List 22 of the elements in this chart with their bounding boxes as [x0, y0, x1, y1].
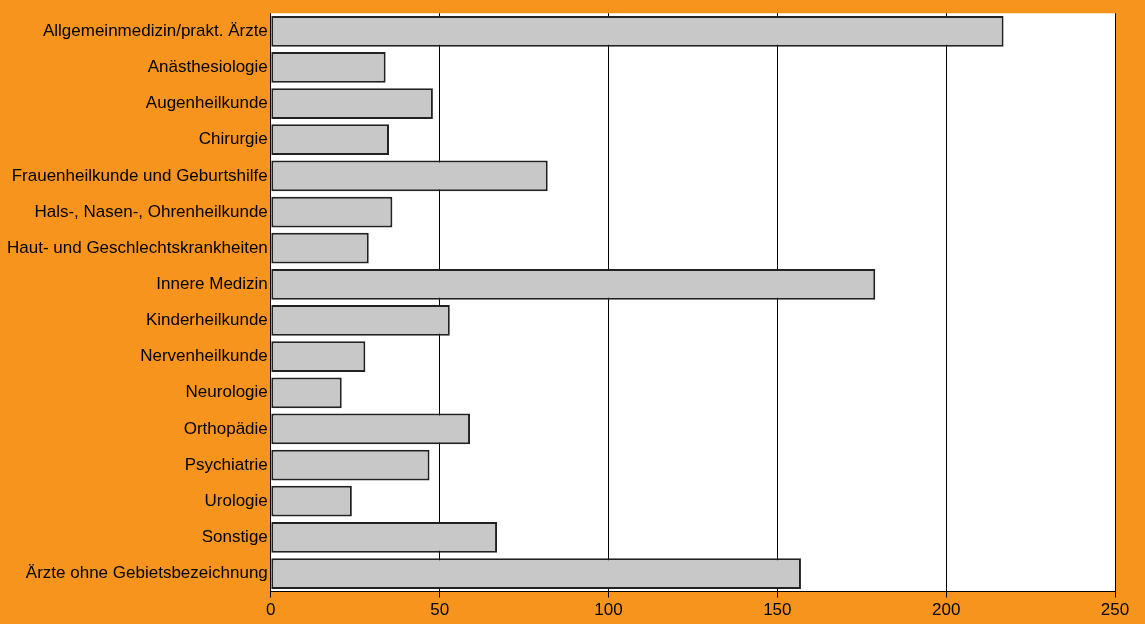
x-tick-label: 50 — [430, 600, 450, 620]
y-tick-label: Chirurgie — [198, 129, 268, 149]
y-tick-label: Frauenheilkunde und Geburtshilfe — [11, 165, 268, 185]
y-tick-label: Urologie — [204, 490, 268, 510]
x-tick-label: 250 — [1100, 600, 1130, 620]
x-tick-label: 200 — [931, 600, 961, 620]
x-tick-label: 0 — [266, 600, 276, 620]
y-tick-label: Orthopädie — [183, 418, 268, 438]
y-tick-label: Hals-, Nasen-, Ohrenheilkunde — [34, 201, 268, 221]
y-tick-label: Sonstige — [201, 527, 268, 547]
y-tick-label: Ärzte ohne Gebietsbezeichnung — [25, 563, 268, 583]
y-tick-label: Haut- und Geschlechtskrankheiten — [7, 237, 268, 257]
y-tick-label: Anästhesiologie — [147, 57, 268, 77]
y-tick-label: Nervenheilkunde — [140, 346, 268, 366]
y-tick-label: Augenheilkunde — [145, 93, 268, 113]
y-tick-label: Innere Medizin — [156, 274, 268, 294]
y-tick-label: Allgemeinmedizin/prakt. Ärzte — [42, 20, 268, 40]
y-tick-label: Neurologie — [185, 382, 268, 402]
y-tick-label: Kinderheilkunde — [145, 310, 268, 330]
x-tick-label: 100 — [594, 600, 623, 620]
x-tick-label: 150 — [763, 600, 792, 620]
y-tick-label: Psychiatrie — [184, 454, 268, 474]
